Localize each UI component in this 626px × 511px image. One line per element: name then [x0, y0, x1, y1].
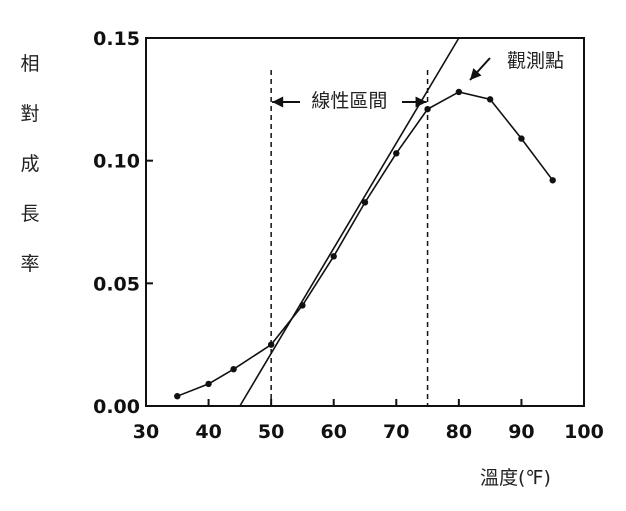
y-tick-label: 0.00 — [93, 396, 140, 418]
x-tick-label: 40 — [195, 421, 221, 443]
linear-fit-line — [239, 37, 460, 407]
y-axis-label-char: 相 — [20, 53, 39, 75]
series-line — [176, 91, 554, 397]
x-tick-label: 50 — [258, 421, 284, 443]
data-points — [174, 88, 556, 400]
axis-ticks: 30 40 50 60 70 80 90 100 0.00 0.05 0.10 0.15 — [93, 28, 604, 443]
data-point — [424, 105, 431, 113]
x-tick-label: 80 — [446, 421, 472, 443]
x-tick-label: 60 — [320, 421, 346, 443]
data-point — [518, 135, 525, 142]
arrow-right-bound-head — [415, 96, 427, 108]
x-axis-label: 溫度(℉) — [480, 467, 551, 489]
y-tick-label: 0.05 — [93, 273, 140, 295]
y-axis-label-char: 長 — [20, 203, 39, 225]
data-point — [205, 380, 212, 388]
x-tick-label: 30 — [133, 421, 159, 443]
data-point — [299, 302, 306, 309]
y-tick-label: 0.10 — [93, 151, 140, 173]
data-point — [267, 341, 275, 348]
data-point — [455, 88, 463, 96]
annotation-observed-points: 觀測點 — [507, 50, 564, 72]
data-point — [230, 366, 237, 373]
y-axis-label-char: 率 — [20, 253, 39, 275]
y-tick-label: 0.15 — [93, 28, 140, 50]
annotation-linear-range: 線性區間 — [311, 90, 387, 112]
plot-frame — [145, 37, 585, 407]
data-point — [486, 96, 494, 103]
x-tick-label: 100 — [564, 421, 604, 443]
arrow-left-bound-head — [272, 96, 284, 108]
x-tick-label: 70 — [383, 421, 409, 443]
data-point — [174, 392, 181, 400]
y-axis-label-char: 對 — [20, 103, 39, 125]
arrow-observed-head — [470, 68, 482, 80]
y-axis-label-char: 成 — [20, 153, 39, 175]
linear-range-bounds — [270, 70, 429, 406]
annotation-arrows — [272, 57, 491, 108]
data-point — [330, 253, 337, 260]
data-point — [361, 199, 369, 206]
x-tick-label: 90 — [508, 421, 534, 443]
data-point — [393, 150, 400, 157]
data-point — [549, 177, 556, 184]
